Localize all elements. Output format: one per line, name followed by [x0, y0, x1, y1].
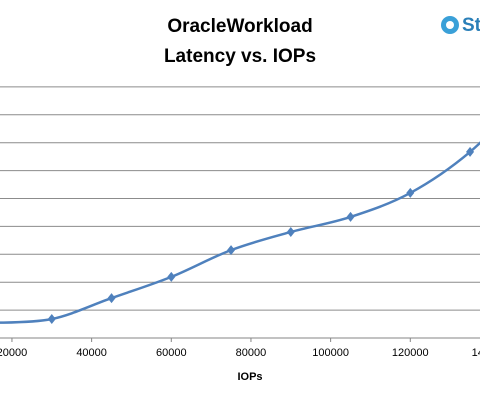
marker: [466, 146, 475, 157]
x-axis-label: IOPs: [237, 371, 262, 383]
marker: [406, 187, 415, 198]
marker: [47, 314, 56, 325]
x-tick-label: 100000: [312, 347, 349, 359]
x-tick-label: 40000: [76, 347, 107, 359]
marker: [286, 226, 295, 237]
marker: [107, 293, 116, 304]
x-tick-label: 80000: [236, 347, 267, 359]
x-tick-label: 120000: [392, 347, 429, 359]
x-tick-label: 60000: [156, 347, 187, 359]
marker: [167, 271, 176, 282]
logo-text: St: [462, 15, 480, 36]
chart-title: OracleWorkload: [167, 16, 312, 37]
x-tick-label: 140000: [472, 347, 480, 359]
x-tick-label: 20000: [0, 347, 27, 359]
marker: [346, 211, 355, 222]
chart-subtitle: Latency vs. IOPs: [164, 46, 316, 67]
logo: St: [441, 15, 480, 36]
line: [0, 141, 480, 324]
logo-icon-inner: [446, 21, 454, 29]
marker: [227, 245, 236, 256]
